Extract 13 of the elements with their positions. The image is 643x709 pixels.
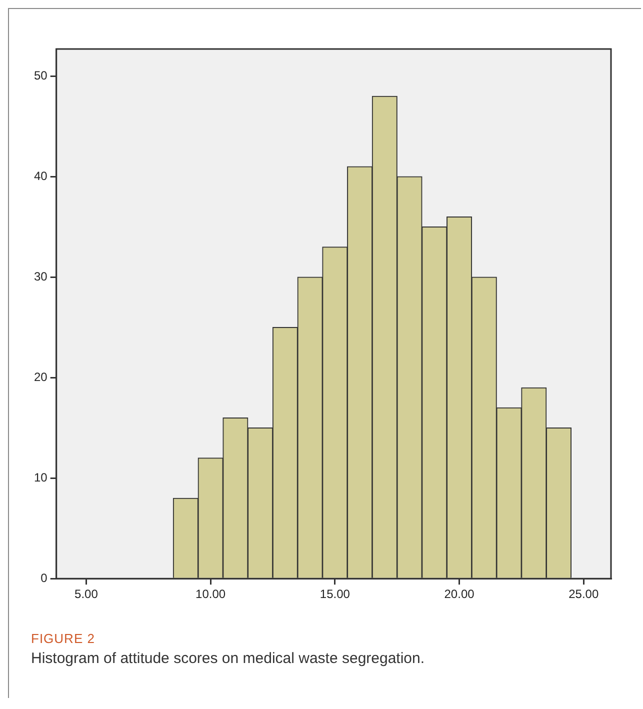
y-tick-label: 20 — [34, 370, 48, 384]
caption: FIGURE 2 — [31, 631, 96, 646]
y-tick-label: 40 — [34, 168, 48, 183]
y-tick-label: 30 — [34, 269, 48, 284]
x-tick-label: 5.00 — [74, 587, 98, 602]
x-tick-label: 25.00 — [568, 587, 599, 602]
x-tick-label: 10.00 — [196, 587, 226, 602]
y-tick-label: 50 — [34, 68, 48, 82]
y-tick-label: 10 — [34, 470, 48, 484]
x-tick-label: 15.00 — [320, 587, 350, 602]
text: Histogram of attitude scores on medical waste segregation. — [31, 650, 426, 667]
x-tick-label: 20.00 — [444, 587, 475, 602]
y-tick-label: 0 — [40, 570, 48, 585]
